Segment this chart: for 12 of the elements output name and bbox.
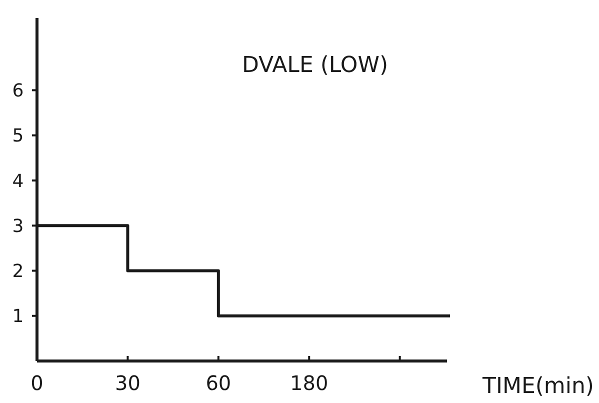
y-tick-label: 4 — [12, 170, 24, 192]
y-tick-label: 5 — [12, 126, 24, 147]
x-tick-label: 0 — [30, 371, 44, 395]
y-tick-label: 2 — [12, 261, 24, 282]
x-tick-label: 30 — [114, 371, 140, 395]
y-tick-label: 3 — [12, 216, 24, 237]
text: DVALE (LOW) — [242, 53, 388, 78]
x-tick-label: 60 — [206, 371, 232, 395]
x-axis-title: TIME(min) — [482, 374, 594, 399]
y-tick-label: 1 — [12, 306, 24, 328]
y-tick-label: 6 — [12, 80, 24, 102]
x-tick-label: 180 — [290, 371, 328, 395]
